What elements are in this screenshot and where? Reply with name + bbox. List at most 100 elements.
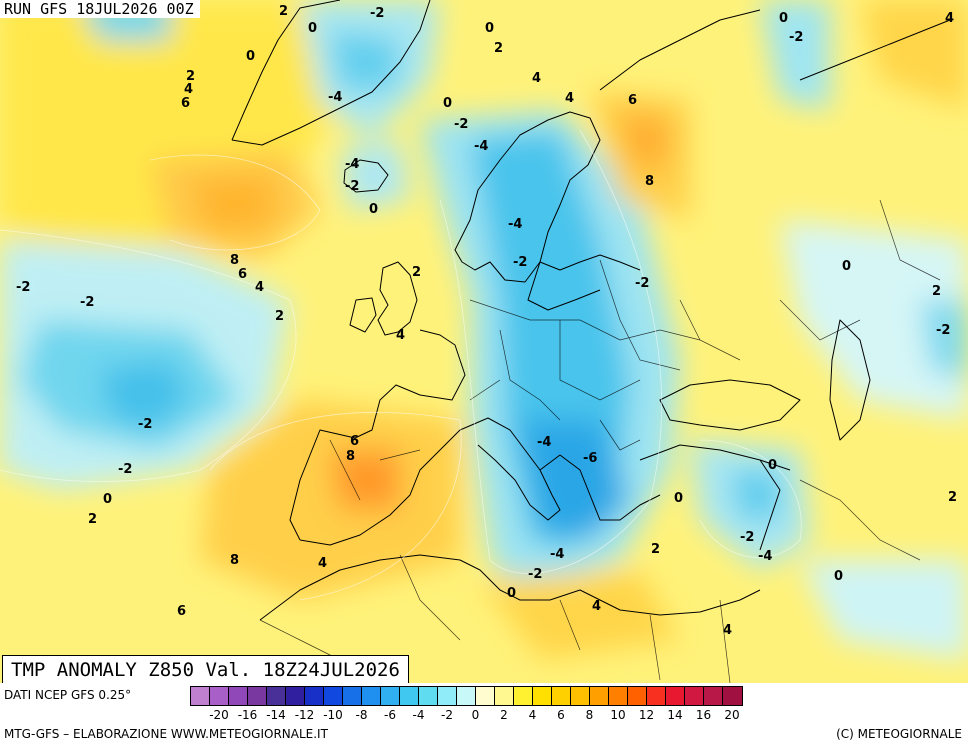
color-swatch	[495, 687, 514, 705]
caspian-coast	[829, 319, 871, 441]
contour-label: 6	[181, 96, 190, 111]
color-swatch	[609, 687, 628, 705]
contour-label: -2	[789, 30, 803, 45]
color-scale-tick: -10	[323, 708, 343, 722]
color-swatch	[438, 687, 457, 705]
africa-borders	[259, 554, 731, 683]
color-scale-tick: 20	[724, 708, 740, 722]
contour-label: 0	[103, 492, 112, 507]
greenland-coast	[231, 0, 431, 146]
contour-label: 0	[768, 458, 777, 473]
contour-label: 0	[834, 569, 843, 584]
contour-label: -2	[513, 255, 527, 270]
contour-label: -4	[474, 139, 488, 154]
contour-label: -4	[328, 90, 342, 105]
temperature-anomaly-map: 2 0 -2 4 0 0 -2 2 2 4 4 6 0 -4 6 -2 0 4 …	[0, 0, 968, 683]
color-swatch	[571, 687, 590, 705]
contour-label: -6	[583, 451, 597, 466]
contour-label: -4	[537, 435, 551, 450]
contour-label: 6	[350, 434, 359, 449]
country-borders	[329, 259, 741, 501]
italy-coast	[459, 417, 561, 521]
color-swatch	[419, 687, 438, 705]
scandinavia-coast	[454, 111, 601, 283]
contour-label: 0	[485, 21, 494, 36]
color-scale	[190, 686, 743, 706]
contour-label: 6	[177, 604, 186, 619]
contour-label: 0	[443, 96, 452, 111]
color-swatch	[362, 687, 381, 705]
contour-label: 0	[842, 259, 851, 274]
contour-label: -2	[936, 323, 950, 338]
color-scale-tick: -12	[294, 708, 315, 722]
contour-label: 4	[565, 91, 574, 106]
color-scale-tick: -4	[412, 708, 425, 722]
color-swatch	[647, 687, 666, 705]
iberia-coast	[299, 429, 461, 546]
color-swatch	[704, 687, 723, 705]
color-swatch	[267, 687, 286, 705]
contour-label: 4	[532, 71, 541, 86]
contour-label: -2	[16, 280, 30, 295]
contour-label: -2	[528, 567, 542, 582]
contour-label: 0	[507, 586, 516, 601]
isotherm-lines	[0, 129, 802, 601]
borders	[259, 199, 941, 683]
contour-label: 4	[396, 328, 405, 343]
contour-label: 2	[279, 4, 288, 19]
contour-label: 2	[412, 265, 421, 280]
contour-label: -2	[80, 295, 94, 310]
color-swatch	[343, 687, 362, 705]
color-swatch	[628, 687, 647, 705]
contour-label: 2	[494, 41, 503, 56]
color-swatch	[723, 687, 742, 705]
contour-label: 4	[255, 280, 264, 295]
copyright-label: (C) METEOGIORNALE	[836, 727, 962, 741]
color-scale-tick: 12	[638, 708, 655, 722]
map-title: TMP ANOMALY Z850 Val. 18Z24JUL2026	[2, 655, 409, 685]
british-isles-coast	[349, 261, 418, 336]
contour-label: 6	[628, 93, 637, 108]
contour-label: -2	[138, 417, 152, 432]
turkey-coast	[639, 444, 791, 551]
color-scale-tick: 6	[557, 708, 565, 722]
color-scale-tick: -14	[266, 708, 286, 722]
contour-label: -2	[118, 462, 132, 477]
contour-label: 2	[651, 542, 660, 557]
contour-label: -4	[550, 547, 564, 562]
color-scale-tick: 8	[585, 708, 594, 722]
contour-label: 2	[932, 284, 941, 299]
baltic-coast	[527, 254, 641, 311]
contour-label: 8	[645, 174, 654, 189]
africa-north-coast	[259, 554, 761, 621]
color-swatch	[685, 687, 704, 705]
contour-label: 4	[318, 556, 327, 571]
contour-label: -2	[370, 6, 384, 21]
color-swatch	[400, 687, 419, 705]
contour-label: 4	[184, 82, 193, 97]
contour-label: 0	[779, 11, 788, 26]
contour-label: 4	[592, 599, 601, 614]
contour-label: 2	[948, 490, 957, 505]
balkan-coast	[539, 454, 661, 521]
black-sea-coast	[659, 379, 801, 431]
contour-label: -2	[345, 179, 359, 194]
color-swatch	[533, 687, 552, 705]
color-swatch	[457, 687, 476, 705]
color-scale-tick: -2	[441, 708, 453, 722]
color-swatch	[191, 687, 210, 705]
data-source-label: DATI NCEP GFS 0.25°	[4, 688, 132, 702]
contour-label: 4	[723, 623, 732, 638]
contour-label: 0	[246, 49, 255, 64]
contour-label: 6	[238, 267, 247, 282]
contour-label: -2	[740, 530, 754, 545]
color-swatch	[210, 687, 229, 705]
contour-label: 8	[230, 553, 239, 568]
color-swatch	[229, 687, 248, 705]
contour-label: -4	[508, 217, 522, 232]
iceland-coast	[343, 159, 389, 193]
color-scale-tick: 14	[667, 708, 683, 722]
contour-label: 0	[369, 202, 378, 217]
credit-label: MTG-GFS – ELABORAZIONE WWW.METEOGIORNALE…	[4, 727, 328, 741]
contour-label: -2	[454, 117, 468, 132]
